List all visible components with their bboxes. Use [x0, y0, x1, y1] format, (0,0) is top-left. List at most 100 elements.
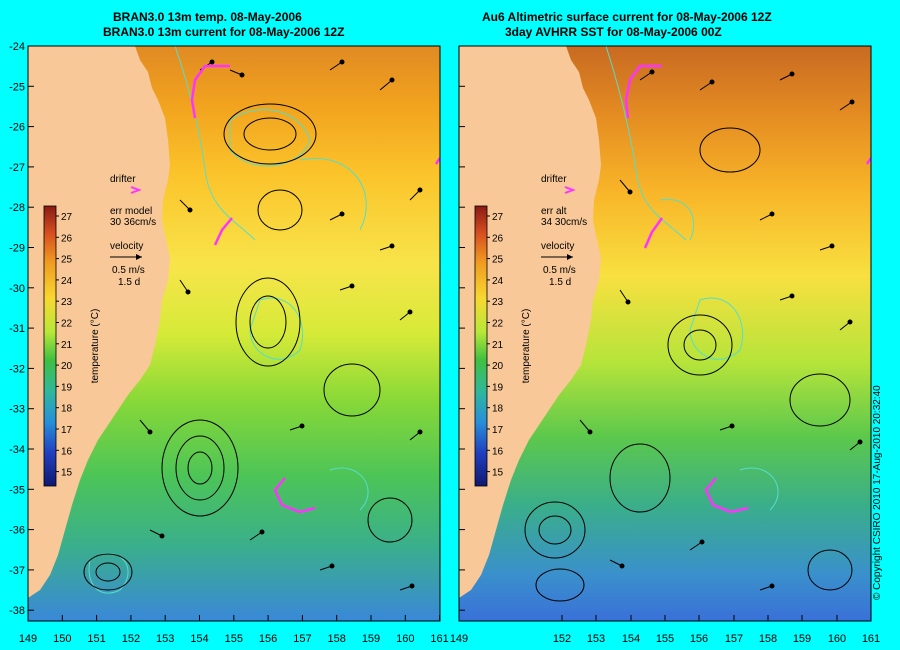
left-drifter-label: drifter [110, 174, 136, 185]
left-err-label: err model [110, 206, 152, 217]
left-current-vectors [139, 59, 423, 591]
latitude-tick-label: -24 [9, 41, 25, 53]
longitude-tick-label: 158 [759, 633, 777, 645]
longitude-tick-label: 156 [690, 633, 708, 645]
left-legend: drifter err model 30 36cm/s velocity 0.5… [110, 174, 156, 288]
right-colorbar-label: temperature (°C) [521, 309, 532, 384]
left-colorbar: 27 26 25 24 23 22 21 20 19 18 17 16 15 temperature (… [43, 205, 101, 487]
latitude-tick-label: -27 [9, 162, 25, 174]
colorbar-tick-label: 16 [61, 446, 73, 457]
latitude-tick-label: -38 [9, 605, 25, 617]
latitude-tick-label: -31 [9, 323, 25, 335]
colorbar-tick-label: 25 [61, 255, 73, 266]
colorbar-tick-label: 24 [492, 276, 504, 287]
right-err-value: 34 30cm/s [541, 217, 587, 228]
longitude-tick-label: 149 [19, 633, 37, 645]
colorbar-tick-label: 25 [492, 255, 504, 266]
right-drifter-label: drifter [541, 174, 567, 185]
left-title-line2: BRAN3.0 13m current for 08-May-2006 12Z [103, 25, 345, 39]
left-contours [88, 46, 369, 594]
longitude-tick-label: 155 [225, 633, 243, 645]
longitude-tick-label: 152 [122, 633, 140, 645]
colorbar-tick-label: 22 [492, 319, 504, 330]
colorbar-tick-label: 24 [61, 276, 73, 287]
latitude-axis: -24 -25 -26 -27 -28 -29 -30 -31 -32 -33 -34 -35 -36 -… [9, 41, 465, 617]
latitude-tick-label: -26 [9, 122, 25, 134]
latitude-tick-label: -36 [9, 525, 25, 537]
colorbar-tick-label: 19 [492, 382, 504, 393]
right-colorbar: 27 26 25 24 23 22 21 20 19 18 17 16 15 temperature (… [474, 205, 532, 487]
colorbar-tick-label: 23 [492, 297, 504, 308]
latitude-tick-label: -28 [9, 202, 25, 214]
longitude-tick-label: 152 [553, 633, 571, 645]
right-velocity-label: velocity [541, 241, 574, 252]
colorbar-tick-label: 20 [492, 361, 504, 372]
longitude-tick-label: 149 [450, 633, 468, 645]
latitude-tick-label: -37 [9, 565, 25, 577]
left-velocity-days: 1.5 d [118, 277, 140, 288]
right-contours [605, 46, 779, 511]
right-drifter-marker [564, 186, 576, 194]
right-title-line2: 3day AVHRR SST for 08-May-2006 00Z [505, 25, 722, 39]
right-err-label: err alt [541, 206, 567, 217]
longitude-tick-label: 161 [862, 633, 880, 645]
longitude-tick-label: 153 [156, 633, 174, 645]
right-colorbar-ticks: 27 26 25 24 23 22 21 20 19 18 17 16 15 [487, 212, 504, 479]
colorbar-tick-label: 17 [61, 425, 73, 436]
latitude-tick-label: -32 [9, 363, 25, 375]
colorbar-tick-label: 26 [492, 233, 504, 244]
longitude-tick-label: 161 [430, 633, 448, 645]
left-drifter-tracks [190, 64, 440, 514]
left-land [28, 46, 170, 598]
colorbar-tick-label: 16 [492, 446, 504, 457]
right-current-vectors [579, 69, 863, 591]
left-title-line1: BRAN3.0 13m temp. 08-May-2006 [113, 10, 302, 24]
colorbar-tick-label: 18 [61, 404, 73, 415]
colorbar-tick-label: 20 [61, 361, 73, 372]
copyright-text: © Copyright CSIRO 2010 17-Aug-2010 20:32… [872, 385, 883, 600]
colorbar-tick-label: 15 [492, 468, 504, 479]
longitude-tick-label: 150 [53, 633, 71, 645]
left-err-value: 30 36cm/s [110, 217, 156, 228]
left-colorbar-label: temperature (°C) [90, 309, 101, 384]
colorbar-tick-label: 18 [492, 404, 504, 415]
longitude-tick-label: 151 [87, 633, 105, 645]
right-land [459, 46, 601, 598]
left-drifter-marker [130, 186, 142, 194]
colorbar-tick-label: 15 [61, 468, 73, 479]
colorbar-tick-label: 26 [61, 233, 73, 244]
left-velocity-label: velocity [110, 241, 143, 252]
longitude-tick-label: 158 [328, 633, 346, 645]
latitude-tick-label: -30 [9, 283, 25, 295]
right-title-line1: Au6 Altimetric surface current for 08-Ma… [482, 10, 772, 24]
latitude-tick-label: -35 [9, 484, 25, 496]
longitude-tick-label: 160 [396, 633, 414, 645]
colorbar-tick-label: 17 [492, 425, 504, 436]
longitude-tick-label: 157 [293, 633, 311, 645]
right-velocity-days: 1.5 d [549, 277, 571, 288]
left-longitude-axis: 149 150 151 152 153 154 155 156 157 158 159 160 161 [19, 615, 449, 645]
colorbar-tick-label: 21 [61, 340, 73, 351]
longitude-tick-label: 154 [622, 633, 640, 645]
latitude-tick-label: -33 [9, 404, 25, 416]
longitude-tick-label: 153 [587, 633, 605, 645]
left-eddies [83, 103, 413, 591]
left-map-panel [28, 46, 440, 621]
colorbar-tick-label: 19 [61, 382, 73, 393]
right-drifter-tracks [624, 64, 871, 514]
colorbar-tick-label: 23 [61, 297, 73, 308]
left-colorbar-ticks: 27 26 25 24 23 22 21 20 19 18 17 16 15 [56, 212, 73, 479]
colorbar-tick-label: 22 [61, 319, 73, 330]
right-eddies [524, 127, 853, 602]
right-velocity-scale: 0.5 m/s [543, 265, 576, 276]
latitude-tick-label: -29 [9, 243, 25, 255]
colorbar-tick-label: 21 [492, 340, 504, 351]
right-map-panel [459, 46, 871, 621]
latitude-tick-label: -25 [9, 81, 25, 93]
left-velocity-scale: 0.5 m/s [112, 265, 145, 276]
right-legend: drifter err alt 34 30cm/s velocity 0.5 m… [541, 174, 587, 288]
longitude-tick-label: 159 [362, 633, 380, 645]
longitude-tick-label: 156 [259, 633, 277, 645]
longitude-tick-label: 160 [828, 633, 846, 645]
